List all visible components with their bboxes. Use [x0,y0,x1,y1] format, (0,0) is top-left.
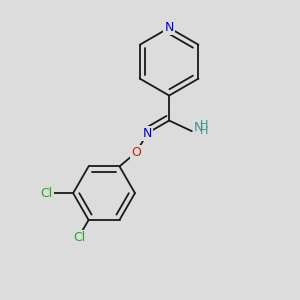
Text: H: H [200,120,208,130]
Text: Cl: Cl [73,232,85,244]
Text: N: N [164,21,174,34]
Text: Cl: Cl [40,187,52,200]
Text: H: H [200,126,208,136]
Text: N: N [143,127,152,140]
Text: O: O [131,146,141,159]
Text: N: N [193,121,203,134]
